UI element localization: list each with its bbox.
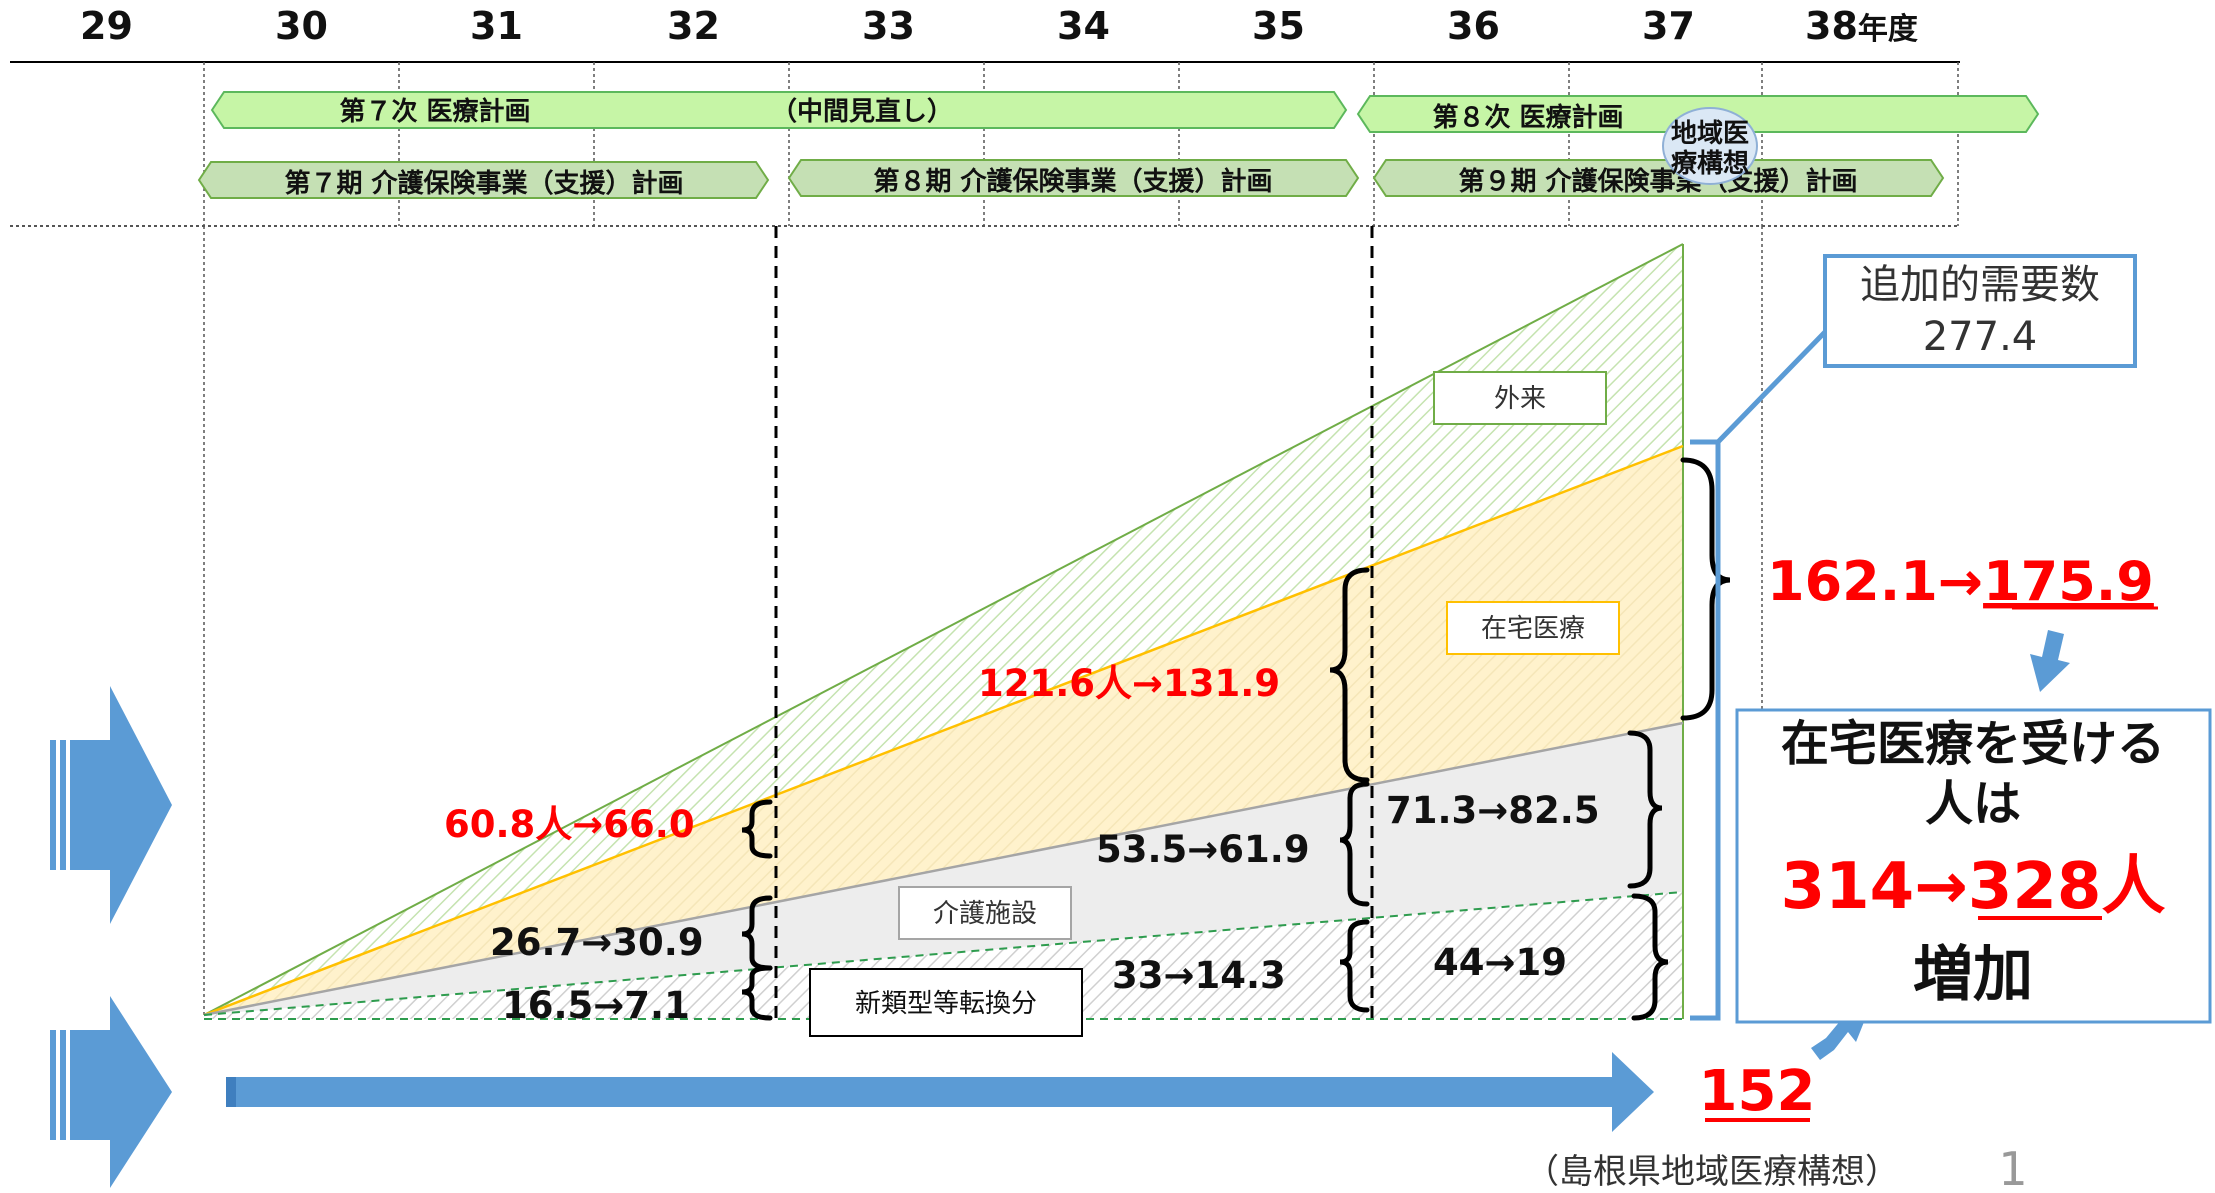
down-arrow-icon [2030,630,2070,692]
care-facility-label-box [898,886,1072,940]
year-35: 35 [1252,4,1305,48]
baseline-value: 152 [1699,1059,1816,1124]
care-plan-9-pill [1372,159,1945,197]
summary-line1: 在宅医療を受ける [1781,716,2165,772]
care-value-32: 26.7→30.9 [490,921,704,964]
outpatient-label-box [1433,371,1607,425]
care-plan-8-pill [787,159,1360,197]
regional-vision-line2: 療構想 [1671,149,1749,179]
new-type-value-35: 33→14.3 [1112,954,1286,997]
care-plan-8-label: 第８期 介護保険事業（支援）計画 [873,166,1272,197]
source-note: （島根県地域医療構想） [1525,1152,1899,1192]
new-type-value-37: 44→19 [1433,941,1567,984]
medical-plan-7-label: 第７次 医療計画 [339,96,530,127]
outpatient-label: 外来 [1494,384,1546,414]
year-34: 34 [1057,4,1110,48]
year-36: 36 [1447,4,1500,48]
year-37: 37 [1642,4,1695,48]
medical-plan-8-label: 第８次 医療計画 [1432,102,1623,133]
new-type-label: 新類型等転換分 [855,989,1037,1019]
left-chevrons [50,686,172,1188]
summary-line2: 人は [1925,776,2021,832]
regional-vision-bubble [1662,107,1758,185]
total-bracket [1690,439,1721,1021]
total-bracket-pointer [1716,330,1827,444]
year-38: 38年度 [1805,4,1918,48]
care-value-37: 71.3→82.5 [1386,789,1600,832]
home-care-label: 在宅医療 [1481,614,1585,644]
long-arrow-tail [226,1077,236,1107]
year-31: 31 [470,4,523,48]
new-type-value-32: 16.5→7.1 [502,984,690,1027]
care-plan-7-label: 第７期 介護保険事業（支援）計画 [284,168,683,199]
year-30: 30 [275,4,328,48]
year-29: 29 [80,4,133,48]
page-number: 1 [1998,1142,2027,1193]
care-value-35: 53.5→61.9 [1096,828,1310,871]
care-plan-7-pill [197,161,770,199]
home-care-value-35: 121.6人→131.9 [978,662,1280,705]
home-care-value-37: 162.1→175.9 [1767,550,2154,613]
regional-vision-line1: 地域医 [1671,119,1749,149]
summary-box [1735,708,2212,1024]
long-arrow-icon [226,1052,1654,1132]
additional-demand-label: 追加的需要数 [1860,262,2100,308]
new-type-label-box [809,968,1083,1037]
year-32: 32 [667,4,720,48]
care-facility-label: 介護施設 [933,899,1037,929]
summary-change: 314→328人 [1781,850,2166,924]
medical-plan-7-pill [210,91,1348,129]
additional-demand-value: 277.4 [1923,314,2038,360]
additional-demand-box [1823,254,2137,368]
summary-line4: 増加 [1913,940,2033,1010]
care-facility-line [203,721,1684,1017]
braces [741,457,1731,1021]
care-plan-9-label: 第９期 介護保険事業（支援）計画 [1458,166,1857,197]
year-33: 33 [862,4,915,48]
home-care-value-32: 60.8人→66.0 [444,803,695,846]
new-type-line [203,891,1684,1016]
home-care-line [203,444,1684,1017]
medical-plan-midterm-label: （中間見直し） [771,97,953,127]
home-care-label-box [1446,601,1620,655]
